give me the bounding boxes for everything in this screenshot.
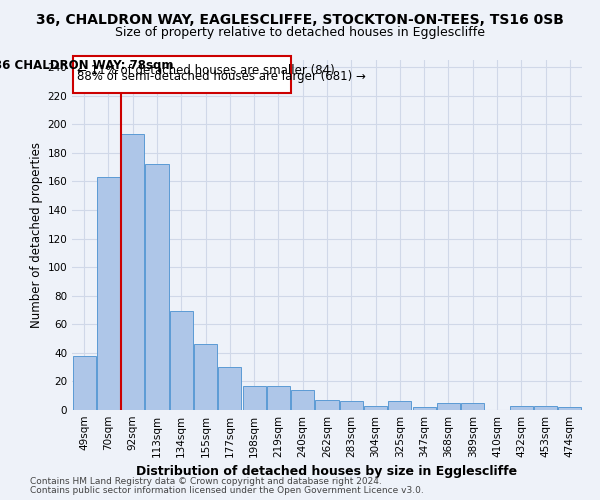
Text: Contains public sector information licensed under the Open Government Licence v3: Contains public sector information licen…	[30, 486, 424, 495]
Bar	[316, 400, 338, 410]
Bar	[559, 407, 581, 410]
Bar	[364, 406, 387, 410]
Bar	[97, 177, 120, 410]
Bar	[194, 344, 217, 410]
Text: 88% of semi-detached houses are larger (681) →: 88% of semi-detached houses are larger (…	[77, 70, 366, 83]
Bar	[340, 402, 363, 410]
Bar	[267, 386, 290, 410]
Bar	[145, 164, 169, 410]
Bar	[291, 390, 314, 410]
Bar	[437, 403, 460, 410]
X-axis label: Distribution of detached houses by size in Egglescliffe: Distribution of detached houses by size …	[136, 466, 518, 478]
Bar	[413, 407, 436, 410]
Polygon shape	[73, 56, 290, 93]
Text: 36, CHALDRON WAY, EAGLESCLIFFE, STOCKTON-ON-TEES, TS16 0SB: 36, CHALDRON WAY, EAGLESCLIFFE, STOCKTON…	[36, 12, 564, 26]
Bar	[218, 367, 241, 410]
Bar	[461, 403, 484, 410]
Text: ← 11% of detached houses are smaller (84): ← 11% of detached houses are smaller (84…	[77, 64, 335, 78]
Bar	[388, 402, 412, 410]
Y-axis label: Number of detached properties: Number of detached properties	[30, 142, 43, 328]
Bar	[170, 312, 193, 410]
Bar	[121, 134, 144, 410]
Text: 36 CHALDRON WAY: 78sqm: 36 CHALDRON WAY: 78sqm	[0, 58, 174, 71]
Text: Contains HM Land Registry data © Crown copyright and database right 2024.: Contains HM Land Registry data © Crown c…	[30, 477, 382, 486]
Bar	[242, 386, 266, 410]
Bar	[510, 406, 533, 410]
Text: Size of property relative to detached houses in Egglescliffe: Size of property relative to detached ho…	[115, 26, 485, 39]
Bar	[73, 356, 95, 410]
Bar	[534, 406, 557, 410]
